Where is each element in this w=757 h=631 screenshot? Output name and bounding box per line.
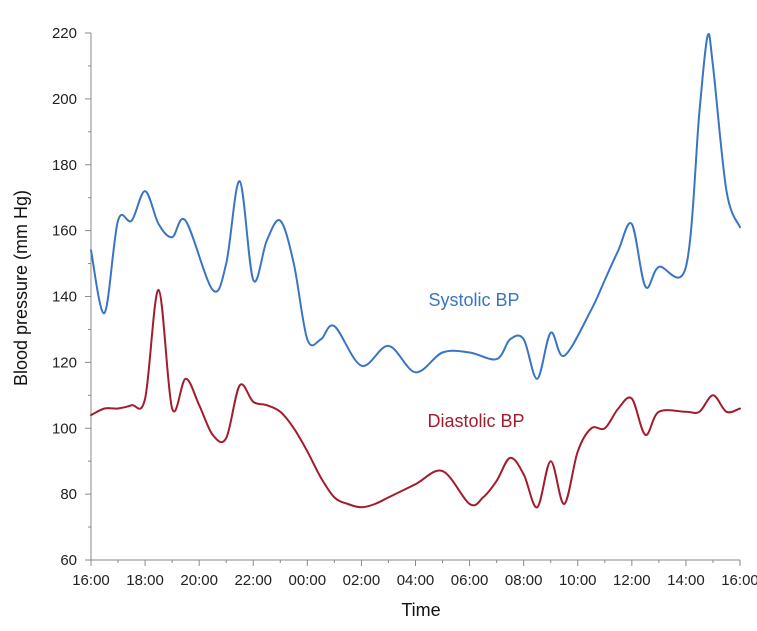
series-layer bbox=[90, 33, 741, 509]
x-tick-label: 08:00 bbox=[505, 572, 543, 589]
y-tick-label: 60 bbox=[60, 552, 77, 569]
x-tick-label: 20:00 bbox=[180, 572, 218, 589]
y-tick-label: 200 bbox=[52, 91, 77, 108]
y-axis-title: Blood pressure (mm Hg) bbox=[11, 190, 31, 386]
x-tick-label: 00:00 bbox=[289, 572, 327, 589]
x-tick-label: 22:00 bbox=[234, 572, 272, 589]
y-tick-label: 80 bbox=[60, 486, 77, 503]
y-tick-label: 160 bbox=[52, 223, 77, 240]
x-tick-label: 12:00 bbox=[613, 572, 651, 589]
systolic-series-label: Systolic BP bbox=[428, 290, 519, 310]
x-tick-label: 14:00 bbox=[667, 572, 705, 589]
diastolic-series-label: Diastolic BP bbox=[427, 411, 524, 431]
y-tick-label: 180 bbox=[52, 157, 77, 174]
x-tick-label: 16:00 bbox=[721, 572, 757, 589]
x-tick-label: 16:00 bbox=[72, 572, 110, 589]
y-tick-label: 120 bbox=[52, 354, 77, 371]
y-tick-label: 100 bbox=[52, 420, 77, 437]
x-tick-label: 10:00 bbox=[559, 572, 597, 589]
x-tick-label: 18:00 bbox=[126, 572, 164, 589]
x-tick-label: 02:00 bbox=[343, 572, 381, 589]
x-tick-label: 04:00 bbox=[397, 572, 435, 589]
x-axis-title: Time bbox=[401, 600, 440, 620]
x-axis: 16:00 18:00 20:00 22:00 00:00 02:00 04:00 06:00… bbox=[72, 559, 757, 589]
systolic-series-line bbox=[90, 33, 741, 380]
diastolic-series-line bbox=[90, 288, 741, 509]
x-tick-label: 06:00 bbox=[451, 572, 489, 589]
y-axis: 60 80 100 120 140 160 180 200 220 bbox=[52, 25, 92, 569]
y-tick-label: 220 bbox=[52, 25, 77, 42]
y-tick-label: 140 bbox=[52, 289, 77, 306]
